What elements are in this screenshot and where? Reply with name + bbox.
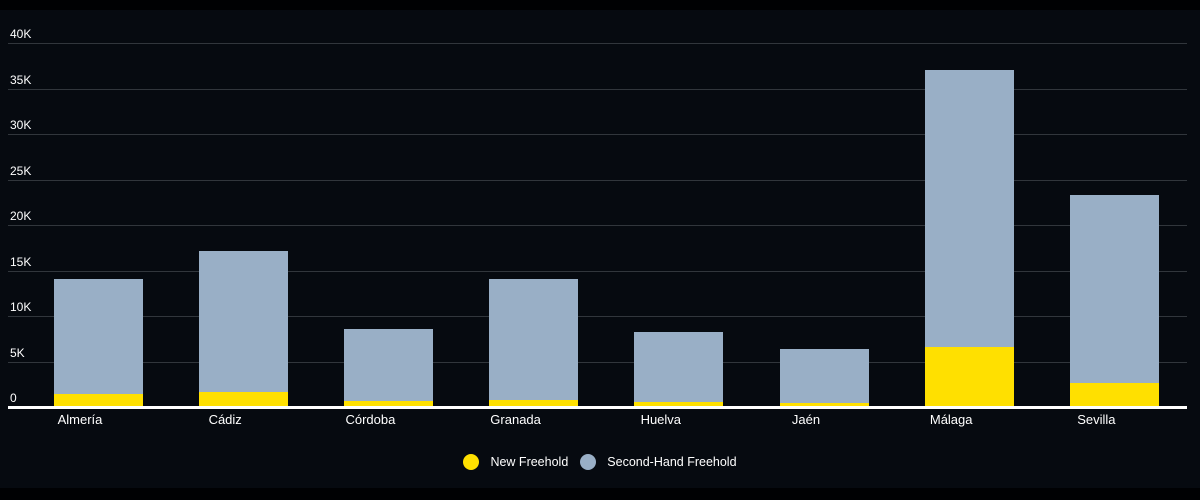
bar-segment-new-freehold[interactable] [634, 401, 724, 407]
gridline [8, 43, 1187, 44]
y-axis-tick-label: 15K [10, 254, 32, 269]
bar-segment-second-hand-freehold[interactable] [489, 278, 579, 400]
legend-label-second-hand-freehold: Second-Hand Freehold [607, 455, 737, 469]
legend-label-new-freehold: New Freehold [490, 455, 569, 469]
y-axis-tick-label: 35K [10, 72, 32, 87]
bar-segment-new-freehold[interactable] [1069, 383, 1159, 407]
x-axis-label: Jaén [791, 412, 821, 427]
x-axis-label: Granada [490, 412, 541, 427]
legend-swatch-new-freehold-icon [463, 454, 480, 470]
legend-item-new-freehold[interactable]: New Freehold [463, 454, 568, 470]
gridline [8, 134, 1187, 135]
x-axis-label: Sevilla [1077, 412, 1116, 427]
bar-segment-second-hand-freehold[interactable] [198, 250, 288, 392]
y-axis-tick-label: 5K [10, 345, 25, 360]
bar-segment-new-freehold[interactable] [198, 392, 288, 407]
x-axis-label: Málaga [929, 412, 973, 427]
x-axis-label: Huelva [640, 412, 682, 427]
gridline [8, 270, 1187, 272]
x-axis-label: Cádiz [208, 412, 242, 427]
y-axis-tick-label: 10K [10, 300, 32, 314]
bar-segment-second-hand-freehold[interactable] [53, 278, 143, 395]
gridline [8, 361, 1187, 363]
y-axis-tick-label: 0 [10, 391, 17, 405]
legend-item-second-hand-freehold[interactable]: Second-Hand Freehold [580, 454, 737, 470]
bar-segment-new-freehold[interactable] [779, 403, 869, 407]
gridline [8, 179, 1187, 181]
x-axis-label: Córdoba [345, 412, 396, 427]
bar-segment-new-freehold[interactable] [489, 399, 579, 407]
legend-swatch-second-hand-freehold-icon [580, 454, 597, 470]
bar-segment-new-freehold[interactable] [343, 400, 433, 407]
gridline [8, 316, 1187, 317]
bar-segment-new-freehold[interactable] [53, 394, 143, 407]
x-axis-line [8, 406, 1187, 409]
x-axis-label: Almería [57, 412, 103, 427]
y-axis-tick-label: 20K [10, 209, 32, 223]
y-axis-tick-label: 25K [10, 163, 32, 178]
gridline [8, 225, 1187, 226]
y-axis-tick-label: 40K [10, 27, 32, 41]
legend: New Freehold Second-Hand Freehold [0, 452, 1200, 472]
bar-segment-second-hand-freehold[interactable] [924, 70, 1014, 347]
bar-segment-second-hand-freehold[interactable] [1069, 194, 1159, 384]
y-axis-tick-label: 30K [10, 118, 32, 132]
bar-segment-new-freehold[interactable] [924, 346, 1014, 407]
bar-segment-second-hand-freehold[interactable] [779, 348, 869, 404]
bar-segment-second-hand-freehold[interactable] [343, 328, 433, 401]
bar-segment-second-hand-freehold[interactable] [634, 332, 724, 402]
gridline [8, 88, 1187, 90]
